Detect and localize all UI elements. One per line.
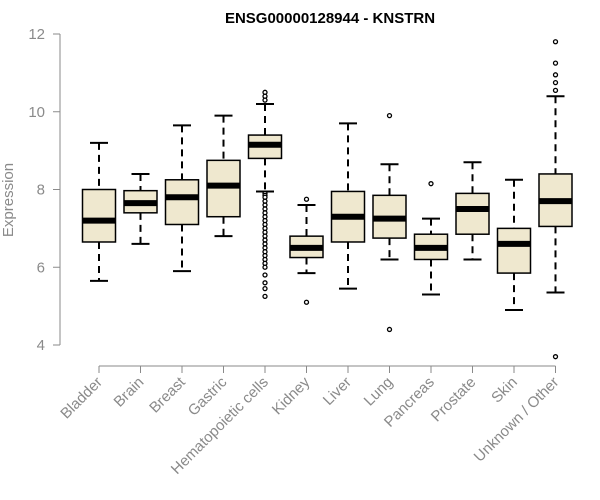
outlier-point	[428, 181, 434, 187]
outlier-point	[262, 280, 268, 286]
outlier-point	[552, 79, 559, 86]
outlier-point	[386, 112, 393, 119]
y-tick-label: 4	[37, 337, 45, 354]
box-group	[538, 39, 573, 360]
outlier-point	[262, 293, 268, 300]
outlier-point	[552, 39, 559, 45]
box-group	[496, 178, 532, 312]
x-tick-label: Prostate	[428, 374, 480, 426]
box-group	[330, 122, 366, 290]
box-group	[372, 112, 407, 333]
outlier-point	[552, 354, 559, 360]
box-iqr	[496, 227, 532, 274]
box-group	[413, 181, 449, 296]
y-tick-label: 8	[37, 182, 45, 199]
y-tick-label: 6	[37, 259, 45, 276]
outlier-point	[386, 326, 393, 333]
x-tick-label: Skin	[488, 374, 521, 407]
y-axis-label: Expression	[0, 163, 17, 237]
outlier-point	[262, 285, 268, 292]
chart-title: ENSG00000128944 - KNSTRN	[225, 10, 435, 27]
y-axis: 4 6 8 10 12	[28, 26, 61, 354]
box-iqr	[455, 192, 490, 235]
box-group	[123, 172, 158, 245]
boxes	[81, 39, 573, 360]
outlier-point	[552, 87, 559, 94]
box-iqr	[81, 188, 117, 243]
box-group	[289, 196, 324, 305]
y-tick-label: 12	[28, 26, 45, 43]
x-tick-label: Brain	[111, 374, 148, 411]
box-iqr	[164, 179, 200, 226]
box-group	[247, 89, 283, 300]
box-group	[206, 114, 241, 238]
box-group	[81, 141, 117, 282]
outlier-point	[303, 299, 310, 305]
outlier-point	[262, 264, 268, 270]
x-tick-label: Breast	[146, 373, 189, 416]
outlier-point	[552, 60, 559, 66]
outlier-point	[262, 97, 268, 103]
box-group	[164, 124, 200, 273]
outlier-point	[262, 272, 268, 278]
x-tick-label: Liver	[320, 374, 355, 409]
x-tick-label: Bladder	[57, 374, 106, 423]
box-group	[455, 161, 490, 261]
x-tick-label: Kidney	[269, 373, 314, 418]
x-tick-label: Lung	[361, 374, 397, 410]
y-tick-label: 10	[28, 104, 45, 121]
outlier-point	[552, 72, 559, 78]
outlier-point	[303, 196, 310, 202]
